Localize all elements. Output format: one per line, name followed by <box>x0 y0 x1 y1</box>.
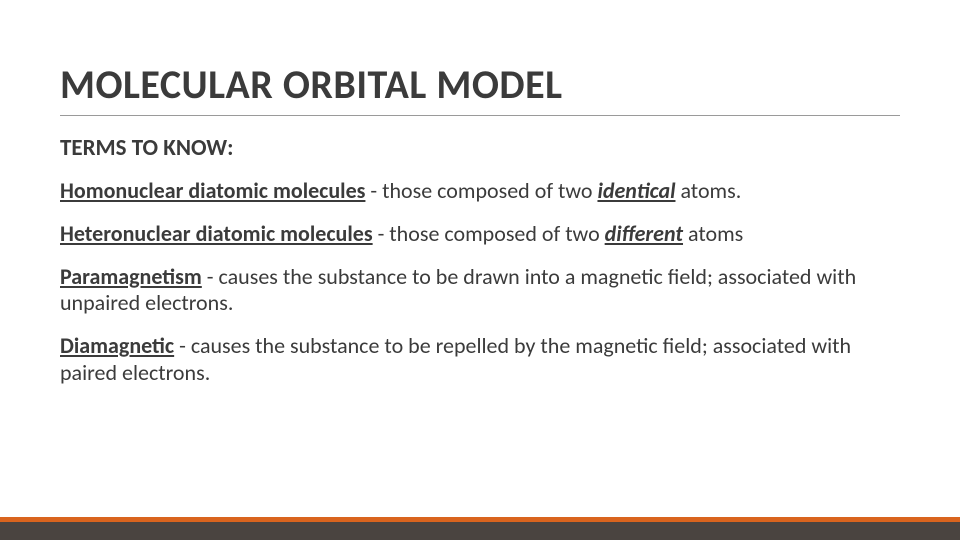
term-block: Paramagnetism - causes the substance to … <box>60 264 900 318</box>
term-name: Diamagnetic <box>60 332 174 359</box>
term-name: Heteronuclear diatomic molecules <box>60 220 373 247</box>
slide-subtitle: TERMS TO KNOW: <box>60 134 900 162</box>
term-emphasis: different <box>605 220 683 247</box>
term-text-post: atoms. <box>675 177 741 204</box>
term-name: Paramagnetism <box>60 263 202 290</box>
slide: MOLECULAR ORBITAL MODEL TERMS TO KNOW: H… <box>0 0 960 540</box>
term-name: Homonuclear diatomic molecules <box>60 177 365 204</box>
footer-dark-bar <box>0 522 960 540</box>
slide-title: MOLECULAR ORBITAL MODEL <box>60 60 900 116</box>
term-text-pre: - those composed of two <box>365 177 597 204</box>
term-emphasis: identical <box>597 177 675 204</box>
term-text-post: atoms <box>683 220 743 247</box>
term-text-pre: - those composed of two <box>373 220 605 247</box>
term-text-pre: - causes the substance to be repelled by… <box>60 332 851 386</box>
term-block: Diamagnetic - causes the substance to be… <box>60 333 900 387</box>
term-block: Heteronuclear diatomic molecules - those… <box>60 221 900 248</box>
term-block: Homonuclear diatomic molecules - those c… <box>60 178 900 205</box>
